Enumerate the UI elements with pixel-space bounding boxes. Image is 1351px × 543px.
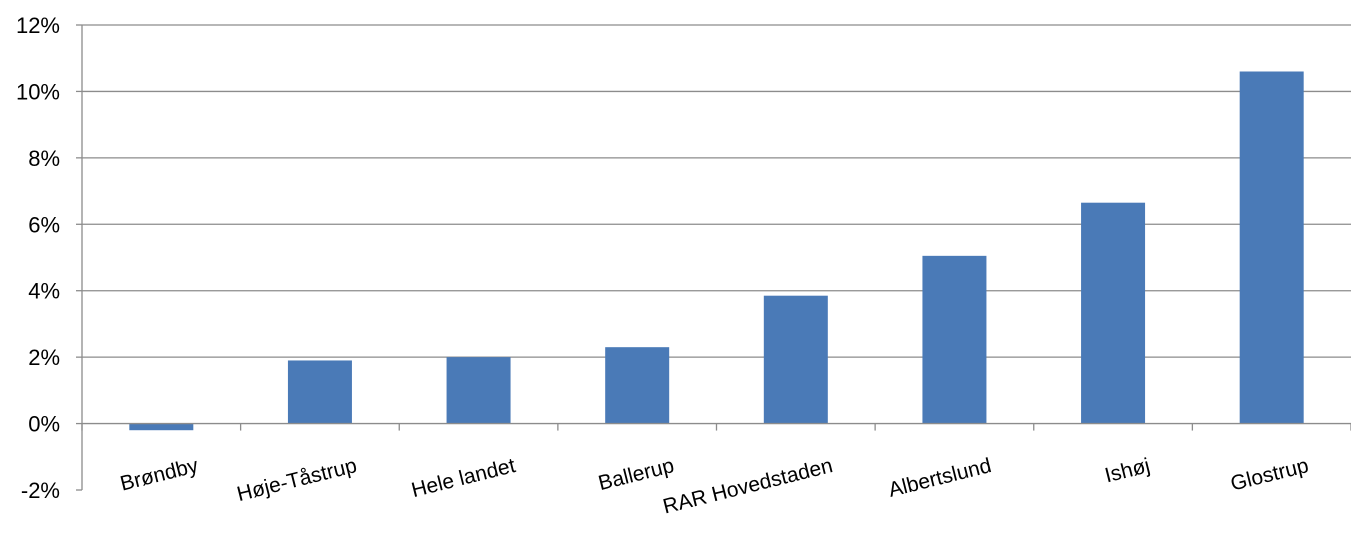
- bar: [446, 357, 511, 424]
- x-tick-label: Hele landet: [409, 454, 518, 502]
- y-tick-label: 6%: [28, 212, 60, 237]
- x-tick-label: Albertslund: [886, 454, 994, 502]
- x-tick-label: RAR Hovedstaden: [661, 454, 835, 518]
- y-tick-label: 0%: [28, 412, 60, 437]
- y-tick-labels: -2% 0% 2% 4% 6% 8% 10% 12%: [16, 13, 60, 503]
- x-tick-label: Brøndby: [118, 454, 201, 496]
- bar: [922, 255, 987, 424]
- y-tick-label: 10%: [16, 79, 60, 104]
- x-tick-label: Høje-Tåstrup: [235, 454, 359, 506]
- bars: [129, 71, 1304, 431]
- gridlines: [82, 24, 1351, 358]
- y-tick-label: 2%: [28, 345, 60, 370]
- bar: [763, 295, 828, 424]
- y-tick-label: 4%: [28, 279, 60, 304]
- bar: [129, 423, 194, 431]
- x-tick-label: Glostrup: [1228, 454, 1311, 496]
- bar: [1081, 202, 1146, 424]
- y-tick-label: 8%: [28, 146, 60, 171]
- bar: [287, 360, 352, 424]
- bar: [1239, 71, 1304, 424]
- x-tick-label: Ishøj: [1103, 454, 1153, 487]
- x-tick-label: Ballerup: [596, 454, 676, 495]
- x-tick-labels: Brøndby Høje-Tåstrup Hele landet BallerupRA…: [118, 454, 1311, 519]
- bar: [605, 347, 670, 424]
- y-tick-label: 12%: [16, 13, 60, 38]
- axes: [76, 24, 1351, 491]
- y-tick-label: -2%: [21, 478, 60, 503]
